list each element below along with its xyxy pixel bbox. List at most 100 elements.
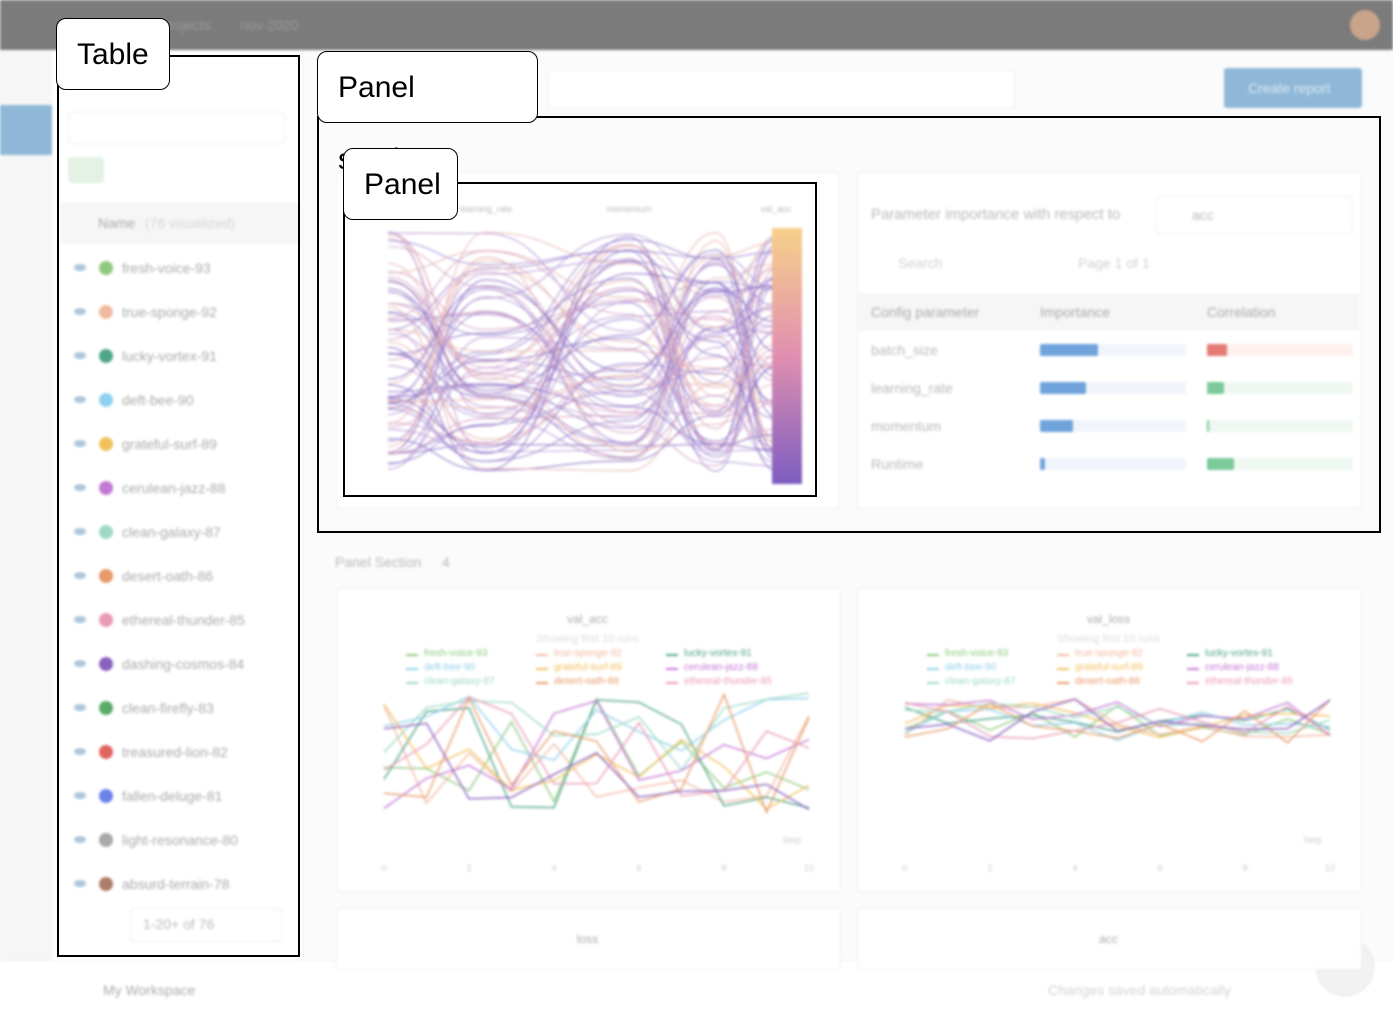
decor-line	[904, 699, 1331, 737]
legend-entry: ethereal-thunder-85	[684, 676, 772, 687]
decor-line	[387, 250, 777, 445]
run-name[interactable]: dashing-cosmos-84	[122, 656, 245, 672]
legend-entry: lucky-vortex-91	[1205, 648, 1273, 659]
run-name[interactable]: lucky-vortex-91	[122, 348, 217, 364]
parameter-name: momentum	[871, 418, 942, 434]
run-name[interactable]: treasured-lion-82	[122, 744, 228, 760]
search-box[interactable]	[68, 112, 285, 144]
x-tick-label: 6	[636, 863, 641, 873]
metric[interactable]: acc	[1192, 207, 1214, 223]
visibility-icon[interactable]	[74, 396, 86, 403]
run-name[interactable]: deft-bee-90	[122, 392, 194, 408]
chart-panel	[857, 908, 1362, 970]
visibility-icon[interactable]	[74, 616, 86, 623]
visibility-icon[interactable]	[74, 352, 86, 359]
column-header[interactable]: Importance	[1040, 304, 1111, 320]
breadcrumb[interactable]: Projects	[160, 17, 211, 33]
legend-entry: grateful-surf-89	[1075, 662, 1143, 673]
run-name[interactable]: cerulean-jazz-88	[122, 480, 226, 496]
run-name[interactable]: grateful-surf-89	[122, 436, 217, 452]
legend-entry: deft-bee-90	[424, 662, 476, 673]
decor-line	[383, 703, 810, 810]
workspace-name[interactable]: My Workspace	[103, 982, 196, 998]
bar-track	[1207, 382, 1353, 394]
legend-entry: desert-oath-86	[1075, 676, 1141, 687]
visibility-icon[interactable]	[74, 308, 86, 315]
visibility-icon[interactable]	[74, 264, 86, 271]
decor-line	[387, 272, 777, 460]
decor-line	[387, 233, 777, 460]
visibility-icon[interactable]	[74, 704, 86, 711]
run-color	[99, 789, 113, 803]
decor-line	[387, 260, 777, 455]
visibility-icon[interactable]	[74, 660, 86, 667]
icon-rail	[0, 50, 52, 960]
decor-line	[387, 237, 777, 449]
breadcrumb[interactable]: nov-2020	[240, 17, 299, 33]
legend-swatch	[536, 682, 548, 684]
visibility-icon[interactable]	[74, 880, 86, 887]
create-report-button[interactable]	[1224, 68, 1362, 108]
run-name[interactable]: desert-oath-86	[122, 568, 214, 584]
run-name[interactable]: true-sponge-92	[122, 304, 217, 320]
decor-line	[387, 315, 777, 446]
chart-panel	[336, 908, 841, 970]
x-tick-label: 8	[721, 863, 726, 873]
panel-outline	[343, 182, 817, 497]
visibility-icon[interactable]	[74, 748, 86, 755]
column-header[interactable]: Config parameter	[871, 304, 980, 320]
run-color	[99, 745, 113, 759]
filter-button[interactable]	[68, 157, 104, 183]
parameter-name: Runtime	[871, 456, 924, 472]
bar-track	[1207, 344, 1353, 356]
legend-entry: clean-galaxy-87	[424, 676, 495, 687]
run-color	[99, 349, 113, 363]
visibility-icon[interactable]	[74, 572, 86, 579]
visibility-icon[interactable]	[74, 792, 86, 799]
x-tick-label: 4	[551, 863, 556, 873]
decor-line	[387, 262, 777, 428]
parameter-name: batch_size	[871, 342, 938, 358]
decor-line	[383, 696, 810, 797]
color-scale	[772, 228, 802, 484]
legend-swatch	[666, 654, 678, 656]
table-header	[858, 293, 1359, 331]
metric-select[interactable]	[1155, 196, 1353, 234]
run-name[interactable]: clean-firefly-83	[122, 700, 214, 716]
run-name[interactable]: absurd-terrain-78	[122, 876, 230, 892]
active-nav[interactable]	[0, 105, 52, 155]
panel-search[interactable]	[548, 70, 1015, 108]
decor-line	[383, 699, 810, 810]
run-name[interactable]: light-resonance-80	[122, 832, 238, 848]
search[interactable]: Search	[898, 255, 943, 271]
visibility-icon[interactable]	[74, 836, 86, 843]
button-label[interactable]: Create report	[1248, 80, 1331, 96]
column-header[interactable]: Correlation	[1207, 304, 1276, 320]
run-name[interactable]: ethereal-thunder-85	[122, 612, 245, 628]
pagination-text: 1-20+ of 76	[143, 916, 215, 932]
table-header	[60, 202, 300, 244]
bar-track	[1040, 420, 1186, 432]
decor-line	[387, 249, 777, 472]
correlation-bar	[1207, 458, 1234, 470]
visibility-icon[interactable]	[74, 440, 86, 447]
x-tick-label: 4	[1072, 863, 1077, 873]
section-count: 4	[442, 554, 450, 570]
legend-entry: ethereal-thunder-85	[1205, 676, 1293, 687]
visibility-icon[interactable]	[74, 528, 86, 535]
decor-line	[387, 268, 777, 434]
section-title[interactable]: Panel Section	[335, 554, 422, 570]
avatar[interactable]	[1350, 10, 1380, 40]
run-name[interactable]: fallen-deluge-81	[122, 788, 223, 804]
decor-line	[387, 260, 777, 455]
legend-swatch	[1057, 654, 1069, 656]
column-name[interactable]: Name	[98, 215, 136, 231]
correlation-bar	[1207, 344, 1227, 356]
run-name[interactable]: clean-galaxy-87	[122, 524, 221, 540]
run-color	[99, 569, 113, 583]
run-name[interactable]: fresh-voice-93	[122, 260, 211, 276]
visibility-icon[interactable]	[74, 484, 86, 491]
decor-line	[387, 362, 777, 462]
line-chart: 0 2 4 6 8 10 Step	[381, 692, 814, 873]
visualized-count: (76 visualized)	[145, 215, 236, 231]
